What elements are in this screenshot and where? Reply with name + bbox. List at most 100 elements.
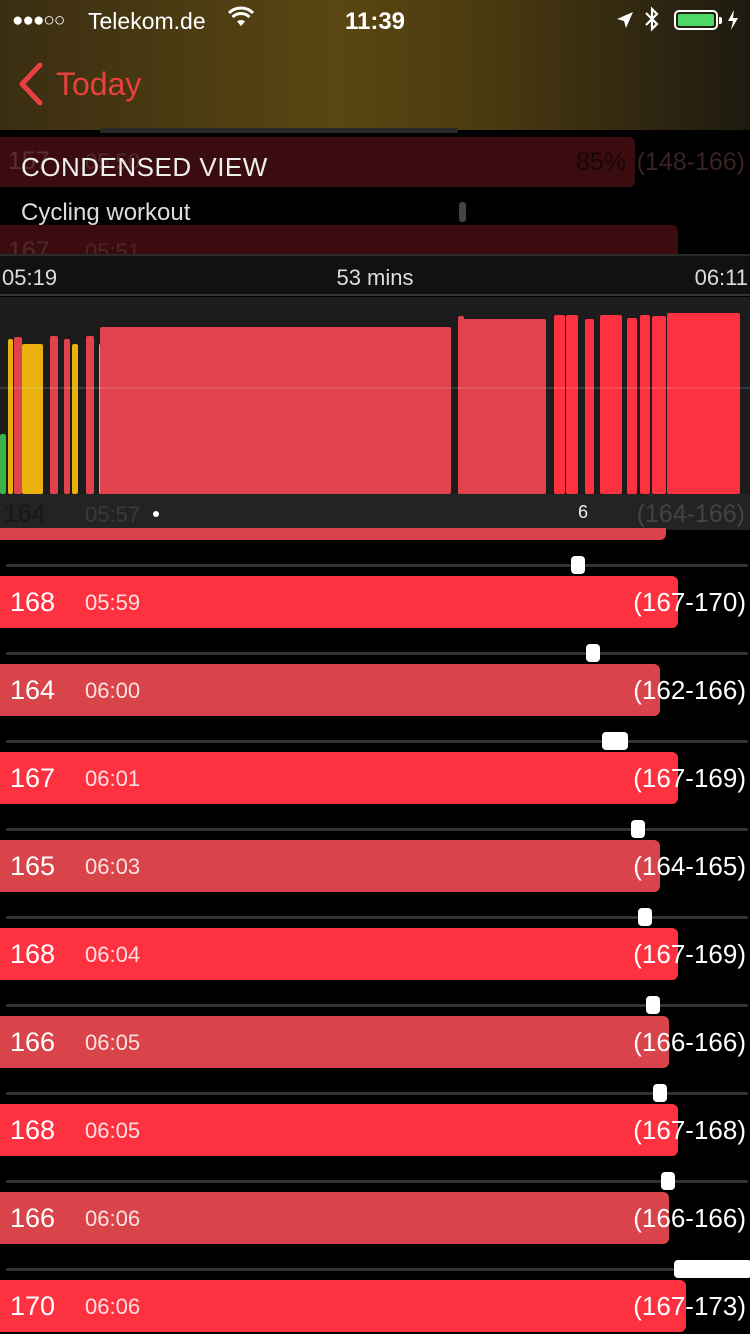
range-marker [631,820,645,838]
range-marker [602,732,628,750]
timeline-segment [72,344,78,494]
timeline-count: 6 [578,502,589,522]
reading-time: 05:59 [85,590,141,615]
heart-rate-bar [0,928,678,980]
battery-icon [674,10,722,30]
heart-rate-range: (167-168) [633,1115,746,1145]
list-item[interactable]: 166 06:05 (166-166) [0,980,750,1068]
background-bar: 167 05:51 [0,225,678,265]
timeline-segment [86,336,94,494]
heart-rate-value: 166 [10,1203,56,1233]
heart-rate-range: (167-169) [633,939,746,969]
timeline-segment [8,339,13,494]
timeline-segment [64,339,70,494]
heart-rate-value: 168 [10,1115,56,1145]
ghost-time: 05:57 [85,502,141,527]
page-dot-indicator [153,511,159,517]
heart-rate-bar [0,752,678,804]
range-track [6,740,748,743]
heart-rate-value: 165 [10,851,56,881]
scroll-indicator [459,202,466,222]
timeline-segment [667,313,740,494]
chevron-left-icon [19,62,43,106]
reading-time: 06:05 [85,1118,141,1143]
reading-time: 06:01 [85,766,141,791]
reading-time: 06:03 [85,854,141,879]
timeline-axis: 05:19 53 mins 06:11 [0,254,750,296]
timeline-end: 06:11 [694,265,748,290]
heart-rate-value: 170 [10,1291,56,1321]
timeline-segment [14,337,22,494]
carrier-name: Telekom.de [88,8,206,34]
ghost-value: 164 [4,500,46,528]
reading-time: 06:05 [85,1030,141,1055]
heart-rate-bar [0,664,660,716]
charging-bolt-icon [726,9,740,37]
timeline-segment [640,315,650,494]
range-marker [638,908,652,926]
timeline-segment [22,344,43,494]
timeline-footer: 164 05:57 (164-166) [0,494,750,530]
list-item[interactable]: 167 06:01 (167-169) [0,716,750,804]
workout-type: Cycling workout [21,199,191,226]
ghost-range: (164-166) [636,500,745,528]
ghost-value: 157 [8,147,50,175]
location-arrow-icon [615,9,635,36]
heart-rate-bar [0,1192,669,1244]
heart-rate-range: (162-166) [633,675,746,705]
ghost-percent: 85% [576,148,627,176]
timeline-segment [566,315,578,494]
list-item[interactable]: 168 05:59 (167-170) [0,540,750,628]
range-marker [661,1172,675,1190]
timeline-segment [100,327,451,494]
back-label: Today [56,65,142,102]
bluetooth-icon [643,6,661,38]
drag-handle[interactable] [100,128,458,133]
clock: 11:39 [344,8,406,35]
heart-rate-range: (167-173) [633,1291,746,1321]
list-item[interactable]: 165 06:03 (164-165) [0,804,750,892]
timeline-segment [652,316,666,494]
timeline-segment [50,336,58,494]
heart-rate-bar [0,1104,678,1156]
list-item[interactable]: 170 06:06 (167-173) [0,1244,750,1332]
back-button[interactable]: Today [14,58,141,110]
range-track [6,828,748,831]
ghost-range: (148-166) [636,148,745,176]
reading-time: 06:00 [85,678,141,703]
timeline-start: 05:19 [2,265,58,290]
signal-strength: ●●●○○ [12,10,65,31]
range-marker [653,1084,667,1102]
heart-rate-bar [0,576,678,628]
heart-rate-value: 167 [10,763,56,793]
heart-rate-timeline-chart[interactable] [0,297,750,494]
heart-rate-value: 168 [10,939,56,969]
heart-rate-range: (167-169) [633,763,746,793]
heart-rate-value: 168 [10,587,56,617]
wifi-icon [227,6,255,34]
range-track [6,1004,748,1007]
range-marker [674,1260,750,1278]
heart-rate-range: (166-166) [633,1027,746,1057]
battery-level [678,14,714,26]
reading-time: 06:06 [85,1294,141,1319]
range-track [6,564,748,567]
heart-rate-range: (167-170) [633,587,746,617]
timeline-bars [0,313,750,494]
heart-rate-bar [0,1016,669,1068]
list-item[interactable]: 168 06:05 (167-168) [0,1068,750,1156]
background-bar: 157 05:50 [0,137,635,187]
background-bar [0,528,666,540]
list-item[interactable]: 164 06:00 (162-166) [0,628,750,716]
reading-time: 06:06 [85,1206,141,1231]
reading-time: 06:04 [85,942,141,967]
range-track [6,1180,748,1183]
heart-rate-value: 164 [10,675,56,705]
list-item[interactable]: 168 06:04 (167-169) [0,892,750,980]
list-item[interactable]: 166 06:06 (166-166) [0,1156,750,1244]
ghost-time: 05:50 [85,149,141,174]
battery-tip [719,17,722,24]
heart-rate-bar [0,1280,686,1332]
range-marker [571,556,585,574]
timeline-segment [600,315,622,494]
